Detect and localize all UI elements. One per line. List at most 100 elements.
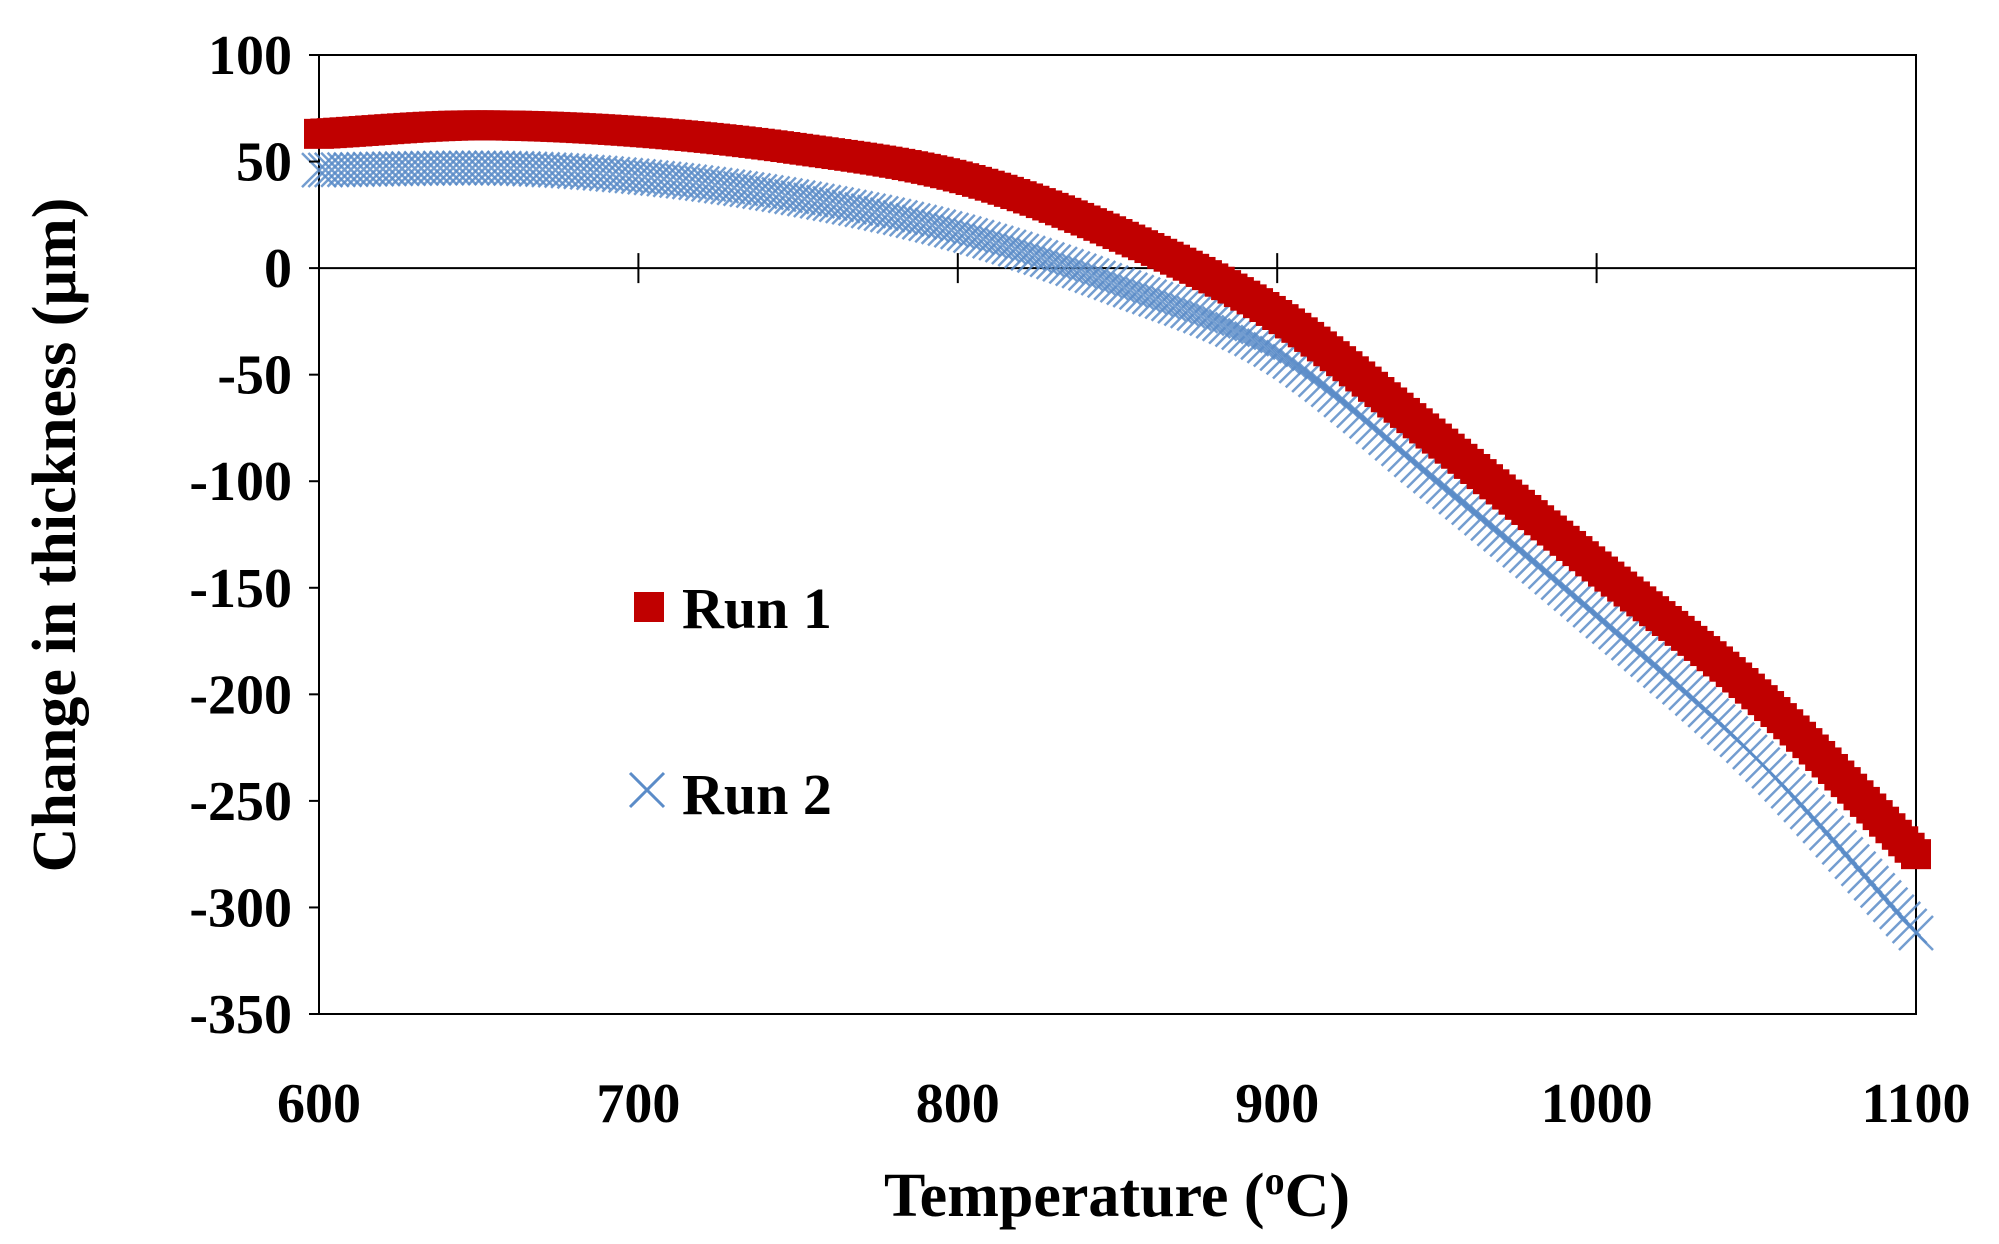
y-tick-label: 100: [208, 25, 292, 87]
data-point: [1010, 235, 1046, 272]
data-point: [371, 151, 408, 187]
series-run-1: [304, 110, 1931, 870]
data-point: [1208, 308, 1244, 345]
data-point: [1182, 297, 1219, 334]
x-tick-label: 600: [277, 1073, 361, 1135]
data-point: [384, 150, 420, 187]
data-point: [492, 150, 529, 187]
data-point: [339, 151, 376, 188]
data-point: [997, 231, 1034, 267]
data-point: [959, 219, 995, 256]
data-point: [1137, 281, 1174, 318]
data-point: [390, 150, 427, 187]
data-point: [505, 150, 542, 187]
data-point: [1022, 239, 1059, 276]
legend-label-run-2: Run 2: [682, 762, 832, 827]
data-point: [933, 212, 970, 249]
y-axis-title: Change in thickness (µm): [21, 198, 89, 873]
x-axis-title-end: C): [1285, 1162, 1350, 1230]
data-point: [409, 150, 446, 187]
data-point: [1042, 246, 1078, 282]
y-tick-label: -200: [189, 664, 292, 726]
data-point: [422, 150, 459, 187]
legend-marker-run-1: [634, 592, 664, 622]
data-point: [978, 225, 1015, 261]
x-axis-title-superscript: o: [1265, 1158, 1285, 1203]
data-point: [326, 151, 363, 188]
data-point: [333, 151, 369, 188]
data-point: [486, 150, 523, 187]
data-point: [479, 150, 516, 186]
data-point: [1898, 915, 1934, 951]
data-point: [1150, 285, 1187, 322]
data-point: [441, 150, 478, 186]
data-point: [307, 152, 344, 188]
data-point: [467, 150, 503, 186]
data-point: [460, 150, 497, 186]
data-point: [358, 151, 395, 188]
data-point: [1201, 305, 1238, 342]
y-tick-label: 50: [236, 132, 292, 194]
data-point: [1054, 250, 1091, 287]
data-point: [1169, 293, 1206, 329]
data-point: [473, 150, 510, 186]
data-point: [396, 150, 433, 187]
x-tick-label: 900: [1235, 1073, 1319, 1135]
data-point: [320, 151, 357, 188]
data-point: [1144, 283, 1181, 320]
data-point: [499, 150, 535, 187]
y-tick-label: -250: [189, 771, 292, 833]
data-point: [1074, 257, 1110, 294]
legend-label-run-1: Run 1: [682, 576, 832, 641]
data-point: [1086, 262, 1123, 299]
y-tick-label: -100: [189, 451, 292, 513]
data-point: [971, 223, 1008, 259]
data-point: [1163, 290, 1200, 327]
data-point: [403, 150, 440, 187]
data-point: [345, 151, 382, 188]
x-tick-label: 800: [916, 1073, 1000, 1135]
data-point: [313, 152, 350, 188]
data-point: [1189, 300, 1225, 337]
y-tick-label: -350: [189, 984, 292, 1046]
y-tick-label: -50: [217, 345, 292, 407]
data-point: [939, 213, 976, 250]
data-point: [301, 152, 337, 188]
y-tick-label: -300: [189, 877, 292, 939]
data-point: [454, 150, 491, 186]
data-point: [1176, 295, 1213, 332]
x-tick-label: 700: [596, 1073, 680, 1135]
data-point: [965, 221, 1002, 258]
data-point: [1067, 255, 1104, 292]
data-point: [1131, 279, 1168, 315]
data-point: [1029, 241, 1066, 278]
x-axis-title: Temperature (oC): [884, 1158, 1350, 1230]
plot-frame: [318, 54, 1917, 1015]
data-point: [1061, 253, 1098, 289]
data-point: [1093, 264, 1129, 301]
data-point: [984, 227, 1021, 263]
data-point: [416, 150, 452, 187]
data-point: [1214, 311, 1251, 348]
data-point: [428, 150, 465, 186]
data-point: [991, 229, 1027, 265]
data-point: [952, 217, 989, 254]
series-layer: [301, 110, 1934, 951]
data-point: [1106, 269, 1142, 306]
data-point: [448, 150, 484, 186]
y-tick-labels: 100 50 0 -50 -100 -150 -200 -250 -300 -350: [189, 25, 292, 1046]
data-point: [364, 151, 401, 187]
data-point: [435, 150, 472, 186]
data-point: [946, 215, 983, 252]
data-point: [377, 150, 414, 187]
series-run-2: [301, 150, 1934, 951]
data-point: [1099, 267, 1136, 304]
x-tick-label: 1100: [1862, 1073, 1971, 1135]
x-tick-labels: 600 700 800 900 1000 1100: [277, 1073, 1970, 1135]
tick-layer: [309, 54, 1917, 1015]
x-tick-label: 1000: [1541, 1073, 1653, 1135]
x-axis-title-main: Temperature (: [884, 1162, 1265, 1230]
data-point: [1080, 260, 1117, 296]
data-point: [1016, 237, 1053, 274]
